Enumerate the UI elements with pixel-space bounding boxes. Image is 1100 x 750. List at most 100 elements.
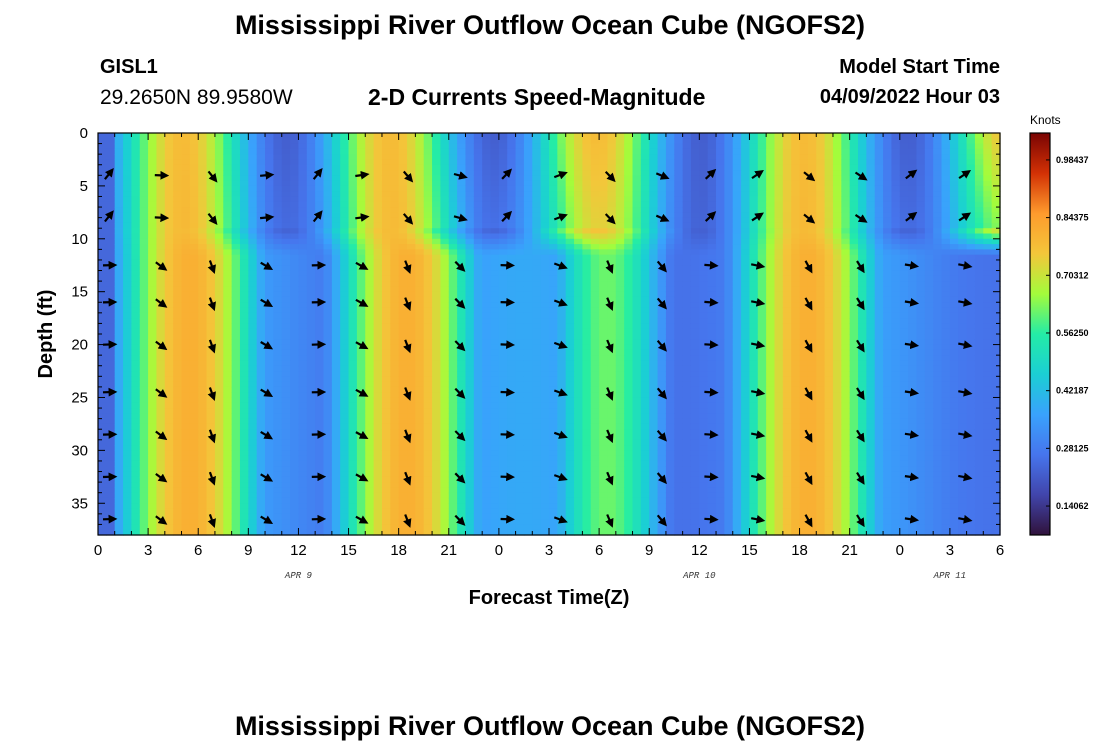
heatmap-cell — [465, 270, 475, 277]
heatmap-cell — [423, 487, 433, 494]
heatmap-cell — [432, 133, 442, 139]
heatmap-cell — [582, 207, 592, 213]
heatmap-cell — [365, 487, 375, 494]
heatmap-cell — [206, 381, 216, 388]
heatmap-cell — [164, 291, 174, 298]
heatmap-cell — [323, 222, 333, 229]
heatmap-cell — [273, 508, 283, 515]
heatmap-cell — [323, 281, 333, 287]
heatmap-cell — [173, 471, 183, 478]
heatmap-cell — [498, 259, 508, 266]
heatmap-cell — [164, 487, 174, 494]
heatmap-cell — [465, 497, 475, 504]
heatmap-cell — [290, 249, 300, 256]
heatmap-cell — [139, 238, 149, 245]
heatmap-cell — [590, 164, 600, 171]
heatmap-cell — [340, 376, 350, 383]
heatmap-cell — [498, 133, 508, 139]
heatmap-cell — [148, 349, 158, 356]
heatmap-cell — [423, 434, 433, 441]
heatmap-cell — [582, 185, 592, 192]
heatmap-cell — [173, 159, 183, 166]
heatmap-cell — [123, 349, 133, 356]
heatmap-cell — [114, 249, 124, 256]
heatmap-cell — [131, 455, 141, 462]
heatmap-cell — [114, 133, 124, 139]
heatmap-cell — [106, 185, 116, 192]
heatmap-cell — [323, 450, 333, 457]
heatmap-cell — [640, 259, 650, 266]
heatmap-cell — [298, 270, 308, 277]
heatmap-cell — [632, 413, 642, 420]
heatmap-cell — [131, 524, 141, 531]
heatmap-cell — [114, 275, 124, 282]
heatmap-cell — [323, 434, 333, 441]
heatmap-cell — [582, 138, 592, 145]
heatmap-cell — [306, 270, 316, 277]
heatmap-cell — [465, 397, 475, 404]
heatmap-cell — [565, 275, 575, 282]
heatmap-cell — [457, 455, 467, 462]
heatmap-cell — [457, 450, 467, 457]
heatmap-cell — [398, 455, 408, 462]
heatmap-cell — [273, 434, 283, 441]
heatmap-cell — [156, 244, 166, 250]
heatmap-cell — [582, 233, 592, 240]
heatmap-cell — [298, 529, 308, 536]
heatmap-cell — [373, 307, 383, 314]
heatmap-cell — [557, 143, 567, 150]
heatmap-cell — [198, 143, 208, 150]
heatmap-cell — [290, 497, 300, 504]
heatmap-cell — [239, 217, 249, 224]
heatmap-cell — [448, 482, 458, 488]
heatmap-cell — [432, 191, 442, 198]
heatmap-cell — [540, 185, 550, 192]
heatmap-cell — [356, 275, 366, 282]
heatmap-cell — [173, 402, 183, 409]
heatmap-cell — [106, 450, 116, 457]
heatmap-cell — [356, 508, 366, 515]
heatmap-cell — [515, 323, 525, 330]
heatmap-cell — [164, 228, 174, 235]
heatmap-cell — [624, 296, 634, 303]
heatmap-cell — [281, 349, 291, 356]
heatmap-cell — [565, 365, 575, 372]
heatmap-cell — [432, 503, 442, 510]
heatmap-cell — [290, 207, 300, 213]
heatmap-cell — [198, 402, 208, 409]
heatmap-cell — [315, 318, 325, 325]
heatmap-cell — [465, 376, 475, 383]
heatmap-cell — [590, 286, 600, 293]
heatmap-cell — [231, 524, 241, 531]
heatmap-cell — [432, 159, 442, 166]
heatmap-cell — [114, 360, 124, 367]
heatmap-cell — [390, 381, 400, 388]
heatmap-cell — [465, 244, 475, 250]
heatmap-cell — [348, 355, 358, 362]
heatmap-cell — [340, 164, 350, 171]
heatmap-cell — [515, 318, 525, 325]
heatmap-cell — [273, 318, 283, 325]
heatmap-cell — [189, 259, 199, 266]
heatmap-cell — [173, 492, 183, 499]
heatmap-cell — [214, 238, 224, 245]
heatmap-cell — [123, 254, 133, 261]
heatmap-cell — [131, 439, 141, 446]
heatmap-cell — [574, 275, 584, 282]
heatmap-cell — [348, 392, 358, 399]
heatmap-cell — [306, 164, 316, 171]
heatmap-cell — [390, 529, 400, 536]
heatmap-cell — [515, 175, 525, 182]
heatmap-cell — [365, 371, 375, 377]
heatmap-cell — [498, 154, 508, 161]
heatmap-cell — [139, 429, 149, 436]
heatmap-cell — [273, 233, 283, 240]
heatmap-cell — [482, 529, 492, 536]
heatmap-cell — [223, 402, 233, 409]
heatmap-cell — [281, 318, 291, 325]
heatmap-cell — [290, 423, 300, 430]
heatmap-cell — [407, 360, 416, 367]
heatmap-cell — [223, 164, 233, 171]
heatmap-cell — [214, 397, 224, 404]
heatmap-cell — [223, 413, 233, 420]
